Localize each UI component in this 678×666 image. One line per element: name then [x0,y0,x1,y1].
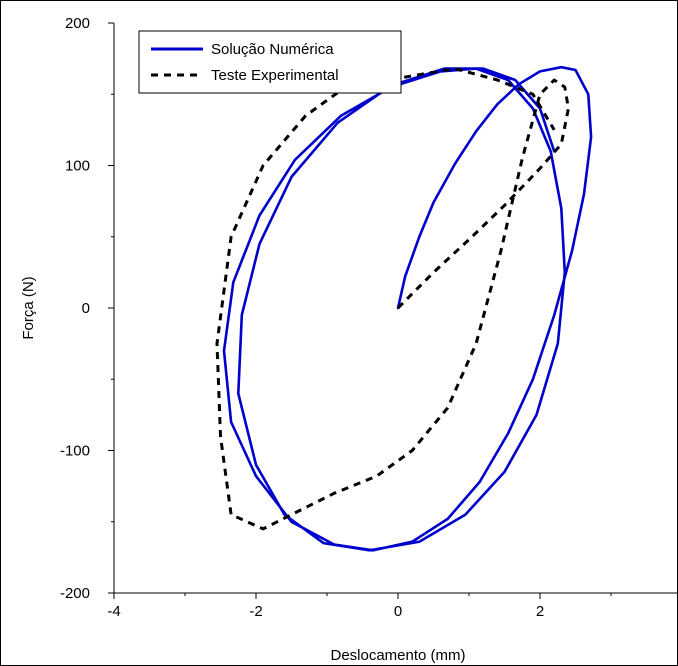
y-tick-label: 0 [82,300,90,317]
legend-box [138,30,402,94]
series-layer [215,65,593,552]
x-tick-label: 2 [536,603,544,620]
x-tick-label: -2 [249,603,262,620]
y-tick-label: 200 [65,15,90,32]
x-axis-title: Deslocamento (mm) [330,647,465,664]
y-axis-title: Força (N) [20,276,37,339]
y-tick-label: 100 [65,158,90,175]
y-tick-label: -200 [60,585,90,602]
y-tick-label: -100 [60,443,90,460]
series-line-teste-experimental [215,67,570,531]
legend: Solução Numérica Teste Experimental [138,30,402,94]
legend-label-solucao-numerica: Solução Numérica [211,41,334,58]
x-tick-label: 0 [394,603,402,620]
series-line-solucao-numerica [222,65,593,552]
legend-label-teste-experimental: Teste Experimental [211,67,339,84]
x-tick-label: -4 [107,603,120,620]
